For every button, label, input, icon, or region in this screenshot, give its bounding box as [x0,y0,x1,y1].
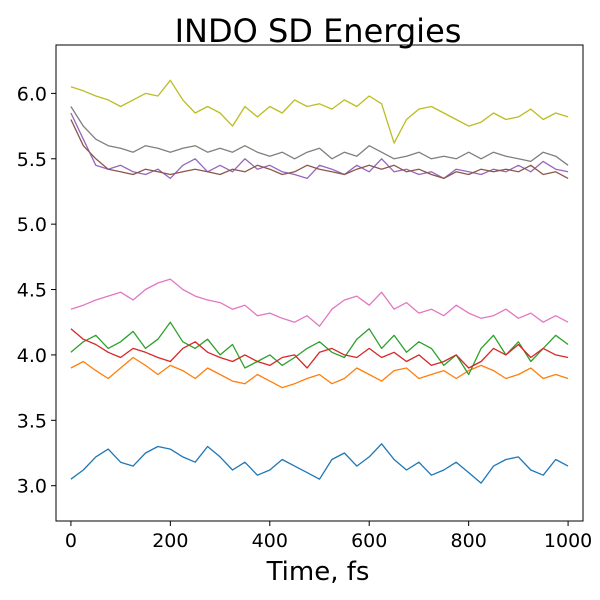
series-line-9 [70,79,569,144]
y-axis: 3.0 3.5 4.0 4.5 5.0 5.5 6.0 [17,83,56,498]
series-line-7 [70,278,569,327]
plot-area [70,79,569,484]
y-tick-label: 5.5 [17,149,47,171]
chart-title: INDO SD Energies [175,12,462,50]
series-line-8 [70,106,569,166]
series-line-2 [70,356,569,389]
x-axis: 0 200 400 600 800 1000 [65,521,592,552]
series-line-3 [70,321,569,376]
y-tick-label: 4.5 [17,280,47,302]
y-tick-label: 5.0 [17,214,47,236]
y-tick-label: 4.0 [17,345,47,367]
x-tick-label: 200 [152,530,188,552]
series-line-1 [70,443,569,484]
series-line-4 [70,328,569,369]
y-tick-label: 3.0 [17,476,47,498]
axes-frame [55,44,584,522]
series-line-6 [70,119,569,180]
x-tick-label: 800 [451,530,487,552]
x-axis-label: Time, fs [266,557,370,587]
x-tick-label: 1000 [544,530,592,552]
x-tick-label: 600 [351,530,387,552]
x-tick-label: 0 [65,530,77,552]
y-tick-label: 6.0 [17,83,47,105]
x-tick-label: 400 [252,530,288,552]
y-tick-label: 3.5 [17,410,47,432]
